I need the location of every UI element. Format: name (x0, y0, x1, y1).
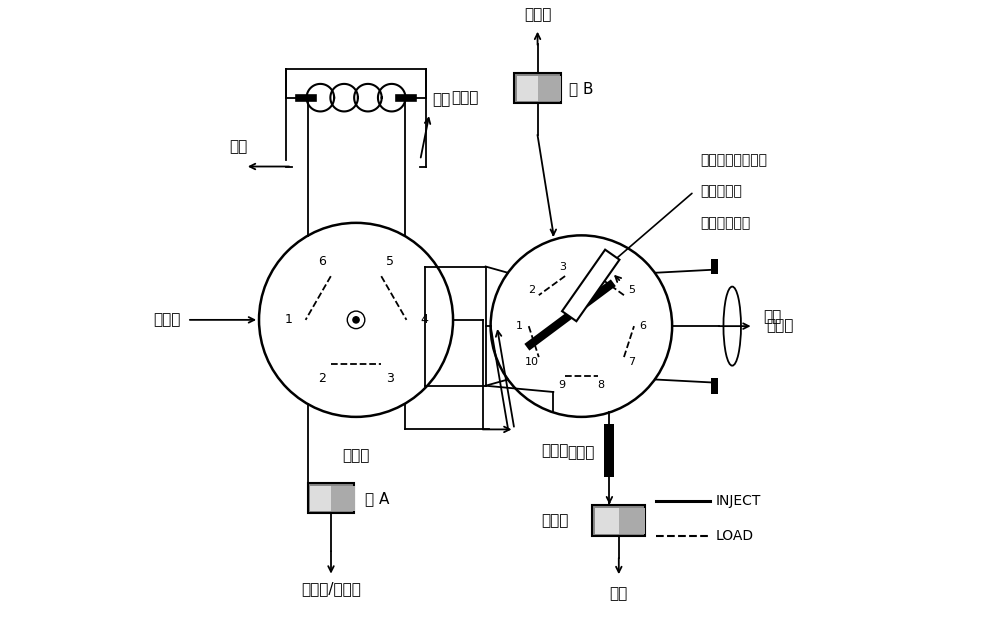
Text: 十通阀: 十通阀 (568, 445, 595, 460)
Text: 流动相: 流动相 (524, 8, 551, 22)
Circle shape (353, 317, 359, 323)
Text: INJECT: INJECT (716, 494, 761, 508)
Bar (517, 76, 538, 101)
Text: 定量环: 定量环 (766, 318, 793, 334)
Text: 羟基磷灰石: 羟基磷灰石 (700, 185, 742, 199)
Text: 6: 6 (318, 255, 326, 268)
Text: 5: 5 (386, 255, 394, 268)
Text: 4: 4 (597, 262, 604, 273)
Text: 泵 B: 泵 B (569, 81, 593, 96)
Text: 废液: 废液 (763, 309, 781, 324)
Text: 8: 8 (597, 380, 604, 390)
Text: 3: 3 (559, 262, 566, 273)
Text: 泵 A: 泵 A (365, 490, 390, 506)
Bar (331, 486, 355, 511)
Bar (619, 508, 645, 534)
Text: 功能化整体柱: 功能化整体柱 (700, 216, 751, 230)
Bar (310, 486, 331, 511)
Text: 原位矿化法制备的: 原位矿化法制备的 (700, 154, 767, 168)
Text: 10: 10 (524, 357, 538, 368)
Text: 6: 6 (640, 321, 647, 331)
Text: 装载液/洗脱液: 装载液/洗脱液 (301, 582, 361, 596)
Text: 进样针: 进样针 (153, 312, 181, 327)
Bar (604, 424, 614, 477)
Bar (595, 508, 619, 534)
Text: 7: 7 (628, 357, 635, 368)
Bar (711, 378, 718, 394)
Polygon shape (562, 250, 619, 321)
Text: 定量环: 定量环 (451, 90, 479, 105)
Text: 废液: 废液 (230, 139, 248, 154)
Text: 六通阀: 六通阀 (342, 448, 370, 463)
Text: LOAD: LOAD (716, 529, 754, 543)
Text: 9: 9 (559, 380, 566, 390)
Text: 4: 4 (420, 313, 428, 326)
Bar (308, 483, 354, 513)
Text: 5: 5 (628, 285, 635, 295)
Text: 废液: 废液 (610, 587, 628, 601)
Bar (514, 73, 561, 103)
Bar (538, 76, 561, 101)
Text: 分析柱: 分析柱 (541, 443, 569, 458)
Text: 1: 1 (284, 313, 292, 326)
Text: 检测器: 检测器 (541, 513, 569, 528)
Text: 废液: 废液 (433, 92, 451, 107)
Bar (592, 505, 645, 536)
Text: 2: 2 (528, 285, 535, 295)
Text: 3: 3 (386, 372, 394, 385)
Bar (711, 259, 718, 275)
Text: 1: 1 (516, 321, 523, 331)
Text: 2: 2 (318, 372, 326, 385)
